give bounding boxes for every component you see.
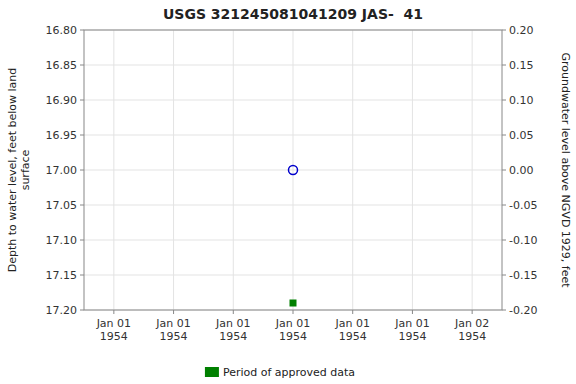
y-tick (80, 205, 84, 206)
y-tick (80, 310, 84, 311)
marks (289, 166, 298, 307)
x-tick (113, 310, 114, 314)
y-tick (80, 30, 84, 31)
y2-tick-label: 0.20 (509, 24, 534, 37)
y2-tick-label: 0.15 (509, 59, 534, 72)
x-tick (472, 310, 473, 314)
x-tick (173, 310, 174, 314)
y2-tick (502, 135, 506, 136)
y-tick-label: 17.10 (46, 234, 78, 247)
y-tick-label: 16.95 (46, 129, 78, 142)
x-grid-line (233, 30, 234, 310)
y2-tick (502, 30, 506, 31)
y2-tick (502, 100, 506, 101)
y-tick-label: 17.15 (46, 269, 78, 282)
y-tick (80, 170, 84, 171)
y-tick-label: 17.05 (46, 199, 78, 212)
y2-tick-label: -0.20 (509, 304, 537, 317)
y2-tick (502, 170, 506, 171)
x-tick-label: Jan 011954 (334, 317, 369, 343)
point (289, 166, 298, 175)
x-tick-label: Jan 011954 (96, 317, 131, 343)
y-tick-label: 17.00 (46, 164, 78, 177)
x-grid-line (113, 30, 114, 310)
y2-tick (502, 240, 506, 241)
x-tick-label: Jan 011954 (155, 317, 190, 343)
y-tick (80, 135, 84, 136)
y-tick-label: 17.20 (46, 304, 78, 317)
y2-tick-label: 0.00 (509, 164, 534, 177)
y-tick (80, 275, 84, 276)
x-grid-line (293, 30, 294, 310)
y-tick (80, 240, 84, 241)
legend: Period of approved data (205, 366, 355, 379)
chart: 16.80 16.85 16.90 16.95 17.00 17.05 17.10 17.15… (0, 0, 576, 384)
x-tick-label: Jan 011954 (275, 317, 310, 343)
x-tick (412, 310, 413, 314)
y2-tick-label: -0.10 (509, 234, 537, 247)
legend-swatch (205, 367, 219, 377)
x-tick-label: Jan 011954 (394, 317, 429, 343)
y-tick (80, 65, 84, 66)
y2-tick (502, 310, 506, 311)
y-tick-label: 16.80 (46, 24, 78, 37)
y2-tick (502, 275, 506, 276)
x-grid-line (173, 30, 174, 310)
y2-tick (502, 65, 506, 66)
y2-axis-label: Groundwater level above NGVD 1929, feet (559, 52, 572, 288)
y-tick (80, 100, 84, 101)
plot-frame (84, 30, 502, 310)
y-tick-label: 16.90 (46, 94, 78, 107)
y-axis-label: Depth to water level, feet below landsur… (6, 68, 32, 273)
x-tick (233, 310, 234, 314)
legend-label: Period of approved data (223, 366, 355, 379)
x-grid-line (352, 30, 353, 310)
grid (84, 30, 502, 310)
x-grid-line (472, 30, 473, 310)
y2-tick-label: -0.15 (509, 269, 537, 282)
y-tick-label: 16.85 (46, 59, 78, 72)
x-tick-label: Jan 011954 (215, 317, 250, 343)
y2-tick-label: -0.05 (509, 199, 537, 212)
y2-tick (502, 205, 506, 206)
x-grid-line (412, 30, 413, 310)
y2-tick-label: 0.05 (509, 129, 534, 142)
y2-tick-label: 0.10 (509, 94, 534, 107)
title: USGS 321245081041209 JAS- 41 (163, 6, 423, 22)
point (290, 300, 297, 307)
x-tick (293, 310, 294, 314)
x-tick-label: Jan 021954 (454, 317, 489, 343)
x-tick (352, 310, 353, 314)
